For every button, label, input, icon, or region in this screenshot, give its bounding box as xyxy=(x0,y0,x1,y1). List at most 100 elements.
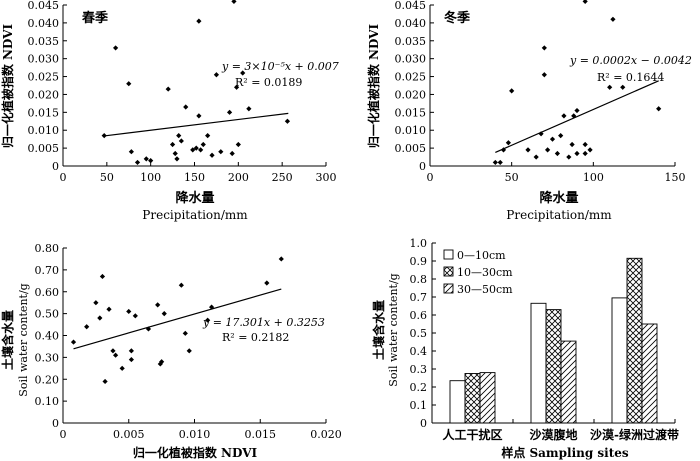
data-point xyxy=(102,378,108,385)
legend-label: 0—10cm xyxy=(457,249,506,262)
data-point xyxy=(155,302,161,308)
y-tick-label: 0.040 xyxy=(28,17,60,30)
data-point xyxy=(233,84,240,90)
y-tick-label: 0.005 xyxy=(395,142,427,155)
y-tick-label: 0.30 xyxy=(35,351,60,364)
spring-season-label: 春季 xyxy=(81,10,108,26)
x-tick-label: 200 xyxy=(228,171,249,184)
data-point xyxy=(176,132,182,139)
y-tick-label: 0.5 xyxy=(410,327,428,340)
data-point xyxy=(169,141,176,148)
x-tick-label: 0 xyxy=(60,428,67,441)
data-point xyxy=(264,280,270,286)
category-label: 沙漠-绿洲过渡带 xyxy=(590,427,679,442)
category-label: 人工干扰区 xyxy=(442,427,502,442)
data-point xyxy=(161,311,167,317)
bar xyxy=(464,373,481,424)
data-point xyxy=(208,304,215,310)
data-point xyxy=(145,326,152,332)
data-point xyxy=(533,154,539,160)
bar xyxy=(626,257,643,424)
y-tick-label: 0.045 xyxy=(28,0,60,12)
data-point xyxy=(558,132,564,139)
winter-r2: R² = 0.1644 xyxy=(597,71,664,84)
panel-winter: 0 0.005 0.010 0.015 0.020 0.025 0.030 0.035 0.04… xyxy=(366,0,692,222)
data-point xyxy=(571,113,577,119)
data-point xyxy=(190,147,196,153)
winter-axes: 0 0.005 0.010 0.015 0.020 0.025 0.030 0.035 0.04… xyxy=(395,0,686,184)
data-point xyxy=(178,138,184,144)
y-tick-label: 0 xyxy=(420,417,427,430)
data-point xyxy=(193,145,199,151)
ndvi-soil-ylabel-en: Soil water content/g xyxy=(17,283,30,396)
data-point xyxy=(541,72,547,78)
data-point xyxy=(165,86,171,92)
y-tick-label: 0.040 xyxy=(395,17,427,30)
y-tick-label: 0.035 xyxy=(28,35,60,48)
data-point xyxy=(143,156,149,162)
data-point xyxy=(119,365,125,371)
data-point xyxy=(205,132,211,139)
bar xyxy=(545,309,562,424)
y-tick-label: 0.6 xyxy=(410,309,428,322)
data-point xyxy=(566,154,572,160)
data-point xyxy=(183,104,189,110)
data-point xyxy=(97,315,103,321)
winter-season-label: 冬季 xyxy=(444,10,470,26)
spring-equation: y = 3×10⁻⁵x + 0.007 xyxy=(221,60,339,73)
data-point xyxy=(492,159,498,166)
y-tick-label: 0.60 xyxy=(35,286,60,299)
y-tick-label: 0.7 xyxy=(410,291,428,304)
data-point xyxy=(200,141,206,148)
x-tick-label: 50 xyxy=(100,171,114,184)
y-tick-label: 0.030 xyxy=(28,53,60,66)
y-tick-label: 0.030 xyxy=(395,53,427,66)
x-tick-label: 250 xyxy=(272,171,293,184)
y-tick-label: 0 xyxy=(52,160,59,173)
data-point xyxy=(205,317,211,323)
data-point xyxy=(240,70,246,76)
ndvi-soil-ylabel-cn: 土壤含水量 xyxy=(0,310,15,370)
data-point xyxy=(209,152,215,158)
y-tick-label: 0.3 xyxy=(410,363,428,376)
spring-ylabel: 归一化植被指数 NDVI xyxy=(0,23,15,148)
data-point xyxy=(505,140,511,146)
y-tick-label: 0.015 xyxy=(28,106,60,119)
data-point xyxy=(226,109,233,115)
data-point xyxy=(134,159,141,166)
sites-bar-ylabel-cn: 土壤含水量 xyxy=(371,300,386,360)
data-point xyxy=(509,88,515,94)
trend-line xyxy=(73,288,282,350)
y-tick-label: 0.50 xyxy=(35,308,60,321)
data-point xyxy=(500,147,507,153)
ndvi-soil-r2: R² = 0.2182 xyxy=(222,331,289,344)
y-tick-label: 1.0 xyxy=(410,237,428,250)
data-point xyxy=(610,16,616,22)
data-point xyxy=(541,45,547,51)
data-point xyxy=(231,0,237,5)
y-tick-label: 0 xyxy=(52,417,59,430)
y-tick-label: 0.70 xyxy=(35,264,60,277)
legend-label: 30—50cm xyxy=(457,283,513,296)
data-point xyxy=(582,150,588,157)
data-point xyxy=(574,150,580,157)
legend-swatch xyxy=(443,266,454,277)
x-tick-label: 50 xyxy=(505,171,519,184)
data-point xyxy=(128,356,134,363)
winter-equation: y = 0.0002x − 0.0042 xyxy=(569,54,692,67)
data-point xyxy=(159,359,165,365)
y-tick-label: 0.10 xyxy=(35,395,60,408)
legend-swatch xyxy=(443,283,454,294)
data-point xyxy=(574,107,580,114)
data-point xyxy=(497,159,503,166)
y-tick-label: 0.020 xyxy=(395,88,427,101)
data-point xyxy=(186,348,192,354)
data-point xyxy=(132,313,138,319)
data-point xyxy=(561,113,567,119)
sites-bar-legend: 0—10cm 10—30cm 30—50cm xyxy=(443,249,513,296)
data-point xyxy=(656,106,662,112)
y-tick-label: 0.1 xyxy=(410,399,428,412)
data-point xyxy=(538,131,544,137)
data-point xyxy=(126,308,132,315)
